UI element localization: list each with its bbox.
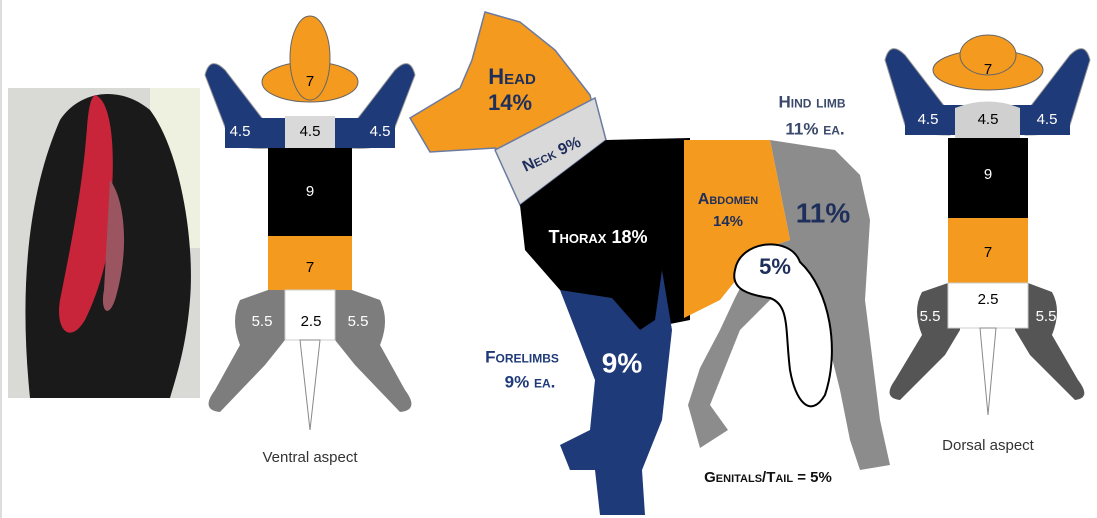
region-label: 5.5: [920, 308, 941, 325]
region-label: 5.5: [1036, 308, 1057, 325]
abdomen-value: 14%: [713, 213, 743, 230]
caption: Ventral aspect: [262, 449, 358, 466]
hind-limb-note-value: 11% ea.: [785, 119, 844, 138]
genitals-value: 5%: [759, 254, 791, 279]
genitals-note: Genitals/Tail = 5%: [704, 469, 832, 486]
region-label: 7: [306, 259, 314, 276]
region-label: 9: [306, 183, 314, 200]
head-label: Head: [488, 64, 536, 89]
abdomen-label: Abdomen: [698, 191, 758, 208]
region-label: 7: [984, 244, 992, 261]
region-label: 2.5: [301, 313, 322, 330]
region-label: 5.5: [348, 313, 369, 330]
region-label: 4.5: [978, 111, 999, 128]
forelimbs-note: Forelimbs: [485, 347, 559, 366]
region-label: 4.5: [230, 123, 251, 140]
region-label: 7: [306, 73, 314, 90]
photo: [8, 88, 200, 398]
dorsal-figure: 7 4.5 4.5 4.5 9 7 2.5 5.5 5.5 Dorsal asp…: [885, 35, 1090, 454]
region-label: 2.5: [978, 291, 999, 308]
dog-figure: Head 14% Neck 9% Thorax 18% Abdomen 14% …: [410, 12, 890, 515]
caption: Dorsal aspect: [942, 437, 1035, 454]
forelimb-value: 9%: [602, 347, 643, 378]
hind-limb-value: 11%: [796, 197, 851, 228]
hind-limb-note: Hind limb: [779, 92, 846, 111]
burn-chart-diagram: 7 4.5 4.5 4.5 9 7 2.5 5.5 5.5 Ventral as…: [0, 0, 1097, 518]
region-label: 5.5: [252, 313, 273, 330]
region-label: 7: [984, 61, 992, 78]
ventral-figure: 7 4.5 4.5 4.5 9 7 2.5 5.5 5.5 Ventral as…: [205, 16, 415, 466]
region-label: 4.5: [1037, 111, 1058, 128]
region-label: 4.5: [300, 123, 321, 140]
region-label: 9: [984, 166, 992, 183]
forelimbs-note-value: 9% ea.: [505, 372, 556, 391]
thorax-label: Thorax 18%: [549, 227, 648, 247]
region-label: 4.5: [918, 111, 939, 128]
region-label: 4.5: [370, 123, 391, 140]
head-value: 14%: [488, 90, 532, 115]
